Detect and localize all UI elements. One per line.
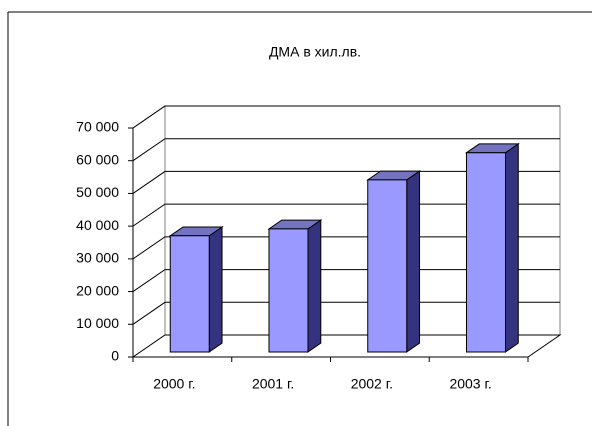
grid-line <box>132 105 560 129</box>
bar-front <box>169 235 210 353</box>
bar <box>464 142 520 353</box>
y-tick-label: 10 000 <box>76 315 119 331</box>
bar <box>267 219 323 353</box>
y-tick-label: 60 000 <box>76 151 119 167</box>
bar <box>168 226 224 353</box>
side-wall <box>132 105 166 358</box>
grid-line <box>132 170 560 194</box>
grid-line <box>132 301 560 325</box>
y-tick-label: 20 000 <box>76 282 119 298</box>
grid-line <box>132 236 560 260</box>
x-tick-label: 2001 г. <box>252 376 294 392</box>
x-tick-label: 2002 г. <box>351 376 393 392</box>
y-tick-label: 0 <box>111 348 119 364</box>
bar <box>366 170 422 353</box>
bar-side <box>504 142 519 353</box>
x-tick-label: 2000 г. <box>153 376 195 392</box>
bar-side <box>208 226 223 353</box>
bar-front <box>268 228 309 353</box>
grid-line <box>132 203 560 227</box>
grid-line <box>132 138 560 162</box>
y-tick-label: 70 000 <box>76 119 119 135</box>
x-tick-label: 2003 г. <box>449 376 491 392</box>
y-tick-label: 30 000 <box>76 250 119 266</box>
y-tick-label: 50 000 <box>76 184 119 200</box>
y-tick-label: 40 000 <box>76 217 119 233</box>
grid-line <box>132 269 560 292</box>
bar-side <box>307 219 322 353</box>
bar-front <box>465 152 506 353</box>
bar-side <box>406 170 421 353</box>
chart-title: ДМА в хил.лв. <box>269 44 361 60</box>
bar-front <box>367 179 408 353</box>
